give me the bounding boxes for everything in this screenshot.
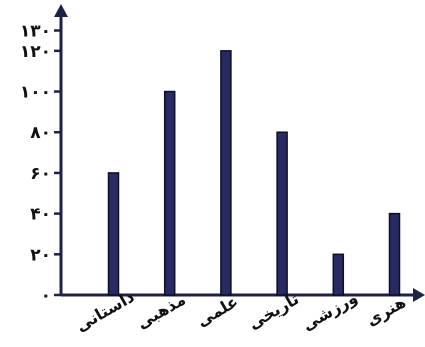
y-tick-label: ۴۰ [30, 205, 51, 225]
axes [54, 4, 425, 302]
bars [107, 50, 401, 296]
bar [332, 253, 345, 296]
bar [220, 50, 232, 296]
x-axis-arrow [413, 288, 425, 302]
bar [388, 212, 401, 296]
bar [107, 172, 120, 296]
y-tick-label: ۱۲۰ [20, 42, 51, 62]
y-tick-label: ۸۰ [30, 123, 51, 143]
bar [163, 90, 176, 296]
x-category-label: علمی [193, 292, 241, 331]
y-tick-label: ۱۳۰ [20, 22, 51, 42]
y-axis-arrow [54, 4, 68, 17]
bar [276, 131, 288, 296]
y-tick-label: ۱۰۰ [20, 83, 51, 103]
x-category-label: هنری [363, 292, 409, 330]
y-tick-label: ۲۰ [30, 245, 51, 265]
y-tick-label: ۶۰ [30, 164, 51, 184]
y-tick-label: ۰ [41, 286, 51, 306]
